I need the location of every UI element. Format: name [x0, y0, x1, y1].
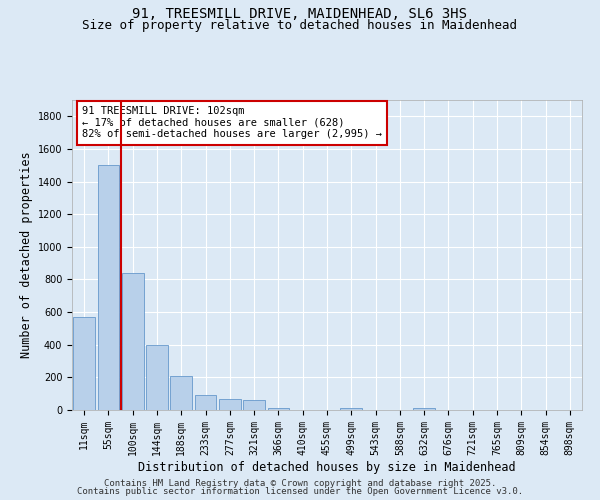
- Bar: [194, 394, 217, 410]
- Bar: [170, 376, 192, 410]
- Bar: [219, 398, 241, 410]
- Text: Contains HM Land Registry data © Crown copyright and database right 2025.: Contains HM Land Registry data © Crown c…: [104, 478, 496, 488]
- Bar: [243, 400, 265, 410]
- Bar: [73, 317, 95, 410]
- Bar: [122, 273, 143, 410]
- Text: Contains public sector information licensed under the Open Government Licence v3: Contains public sector information licen…: [77, 487, 523, 496]
- Bar: [146, 344, 168, 410]
- Y-axis label: Number of detached properties: Number of detached properties: [20, 152, 34, 358]
- Bar: [413, 408, 435, 410]
- Bar: [268, 408, 289, 410]
- Text: 91 TREESMILL DRIVE: 102sqm
← 17% of detached houses are smaller (628)
82% of sem: 91 TREESMILL DRIVE: 102sqm ← 17% of deta…: [82, 106, 382, 140]
- Text: Size of property relative to detached houses in Maidenhead: Size of property relative to detached ho…: [83, 18, 517, 32]
- X-axis label: Distribution of detached houses by size in Maidenhead: Distribution of detached houses by size …: [138, 460, 516, 473]
- Bar: [97, 166, 119, 410]
- Text: 91, TREESMILL DRIVE, MAIDENHEAD, SL6 3HS: 91, TREESMILL DRIVE, MAIDENHEAD, SL6 3HS: [133, 8, 467, 22]
- Bar: [340, 408, 362, 410]
